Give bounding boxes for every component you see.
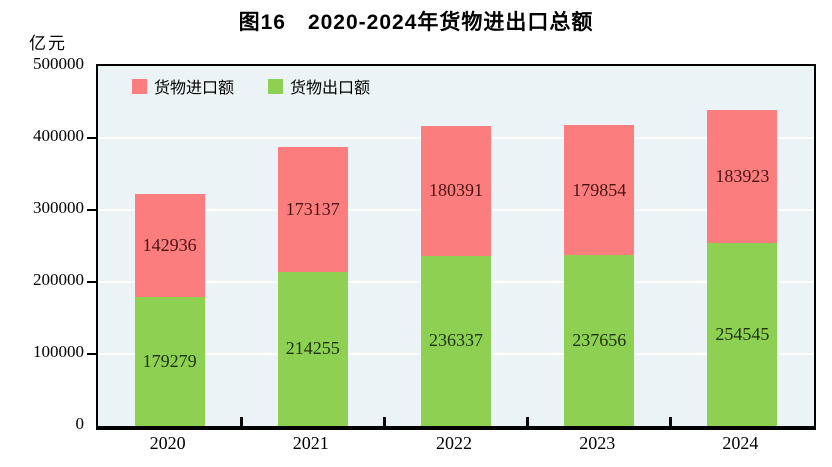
legend-label-import: 货物进口额: [154, 80, 235, 97]
bar-segment-import-2021: 173137: [277, 147, 348, 272]
y-tick-label: 0: [75, 414, 85, 433]
bar-segment-import-2020: 142936: [134, 194, 205, 297]
y-tick-label: 300000: [33, 198, 84, 217]
legend-swatch-import: [132, 78, 147, 94]
x-label-2023: 2023: [579, 433, 616, 453]
bar-segment-export-2021: 214255: [277, 271, 348, 426]
plot-area: 142936 179279 173137 214255 180391 236337 1798…: [87, 64, 816, 430]
bar-segment-import-2022: 180391: [421, 125, 491, 256]
y-tick-label: 200000: [33, 270, 84, 289]
x-tick-boundary: [669, 417, 673, 426]
bar-2024: 183923 254545: [707, 110, 778, 426]
x-label-2020: 2020: [149, 433, 186, 453]
bar-segment-export-2020: 179279: [134, 296, 205, 426]
bar-segment-export-2024: 254545: [707, 242, 778, 426]
bar-2022: 180391 236337: [421, 125, 491, 426]
y-tick-label: 100000: [33, 342, 84, 361]
y-tick-label: 500000: [33, 54, 84, 73]
legend-label-export: 货物出口额: [290, 80, 371, 97]
y-tick-200000: [87, 281, 96, 283]
x-tick-boundary: [239, 417, 243, 426]
x-label-2024: 2024: [722, 433, 759, 453]
bar-2020: 142936 179279: [134, 194, 205, 426]
bar-2023: 179854 237656: [564, 125, 635, 426]
bar-2021: 173137 214255: [277, 147, 348, 426]
legend-swatch-export: [268, 78, 284, 94]
y-tick-300000: [87, 209, 96, 211]
x-tick-boundary: [382, 417, 386, 426]
legend-item-export: 货物出口额: [268, 74, 370, 98]
y-tick-label: 400000: [33, 126, 84, 145]
x-label-2022: 2022: [436, 433, 472, 453]
legend: 货物进口额 货物出口额: [132, 74, 370, 98]
bar-segment-export-2023: 237656: [564, 254, 635, 426]
bar-segment-import-2023: 179854: [564, 125, 635, 255]
y-tick-400000: [87, 137, 96, 139]
bar-segment-import-2024: 183923: [707, 110, 778, 243]
x-tick-boundary: [526, 417, 530, 426]
x-label-2021: 2021: [292, 433, 329, 453]
y-axis-unit-label: 亿元: [29, 34, 67, 53]
y-tick-100000: [87, 353, 96, 355]
chart-title: 图16 2020-2024年货物进出口总额: [238, 11, 594, 34]
bar-segment-export-2022: 236337: [421, 255, 491, 426]
legend-item-import: 货物进口额: [132, 74, 234, 98]
